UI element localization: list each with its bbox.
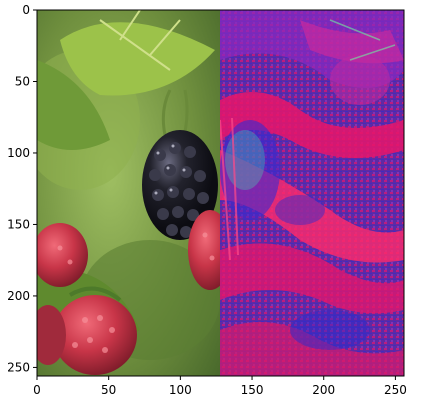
- y-tick-label: 250: [7, 360, 30, 374]
- y-tick-label: 50: [15, 74, 30, 88]
- x-axis: 0 50 100 150 200 250: [33, 376, 407, 397]
- photo-panel: [37, 10, 220, 376]
- x-tick-label: 50: [101, 383, 116, 397]
- y-axis: 0 50 100 150 200 250: [7, 3, 37, 374]
- y-tick-label: 0: [22, 3, 30, 17]
- false-color-panel: [220, 10, 404, 376]
- y-tick-label: 150: [7, 217, 30, 231]
- x-tick-label: 200: [312, 383, 335, 397]
- y-tick-label: 200: [7, 289, 30, 303]
- x-tick-label: 0: [33, 383, 41, 397]
- x-tick-label: 150: [241, 383, 264, 397]
- axes-frame: [36, 9, 405, 377]
- x-tick-label: 250: [384, 383, 407, 397]
- y-tick-label: 100: [7, 146, 30, 160]
- x-tick-label: 100: [169, 383, 192, 397]
